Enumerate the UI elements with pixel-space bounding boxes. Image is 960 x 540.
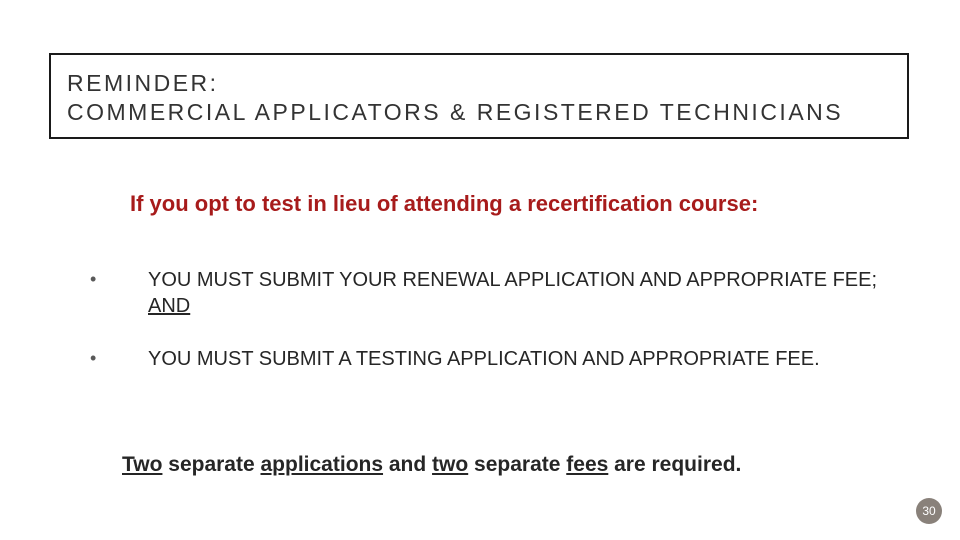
footer-seg-2: and [383,453,432,476]
slide: REMINDER: COMMERCIAL APPLICATORS & REGIS… [0,0,960,540]
bullet-text: YOU MUST SUBMIT A TESTING APPLICATION AN… [148,347,820,373]
footer-word-two-1: Two [122,453,162,476]
bullet-marker-icon: • [90,347,148,370]
footer-word-fees: fees [566,453,608,476]
footer-seg-4: are required. [608,453,741,476]
bullet-text-pre: YOU MUST SUBMIT YOUR RENEWAL APPLICATION… [148,269,877,291]
bullet-marker-icon: • [90,268,148,291]
footer-text: Two separate applications and two separa… [122,453,741,477]
header-box: REMINDER: COMMERCIAL APPLICATORS & REGIS… [49,53,909,139]
bullet-text: YOU MUST SUBMIT YOUR RENEWAL APPLICATION… [148,268,880,319]
page-number-badge: 30 [916,498,942,524]
footer-seg-3: separate [468,453,566,476]
footer-word-two-2: two [432,453,468,476]
bullet-text-and: AND [148,295,190,317]
bullet-text-pre: YOU MUST SUBMIT A TESTING APPLICATION AN… [148,348,820,370]
header-line-1: REMINDER: [67,69,891,98]
list-item: • YOU MUST SUBMIT A TESTING APPLICATION … [90,347,880,373]
intro-text: If you opt to test in lieu of attending … [130,191,758,217]
footer-seg-1: separate [162,453,260,476]
list-item: • YOU MUST SUBMIT YOUR RENEWAL APPLICATI… [90,268,880,319]
page-number: 30 [922,504,935,518]
bullet-list: • YOU MUST SUBMIT YOUR RENEWAL APPLICATI… [90,268,880,401]
header-line-2: COMMERCIAL APPLICATORS & REGISTERED TECH… [67,98,891,127]
footer-word-applications: applications [261,453,384,476]
